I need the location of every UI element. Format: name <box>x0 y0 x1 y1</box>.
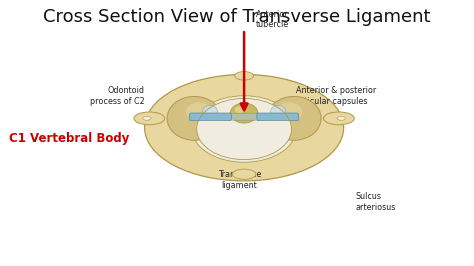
Ellipse shape <box>143 117 151 120</box>
Ellipse shape <box>271 105 286 118</box>
FancyBboxPatch shape <box>257 113 299 120</box>
Ellipse shape <box>337 117 346 120</box>
FancyBboxPatch shape <box>229 113 259 120</box>
Text: Sulcus
arteriosus: Sulcus arteriosus <box>356 192 396 212</box>
Ellipse shape <box>235 72 254 80</box>
Text: Anterior & posterior
articular capsules: Anterior & posterior articular capsules <box>296 86 376 106</box>
Ellipse shape <box>145 74 344 181</box>
Ellipse shape <box>202 105 218 118</box>
Text: Transverse
ligament: Transverse ligament <box>218 170 261 190</box>
Text: Cross Section View of Transverse Ligament: Cross Section View of Transverse Ligamen… <box>43 8 431 26</box>
Ellipse shape <box>232 169 256 179</box>
Ellipse shape <box>134 112 165 125</box>
Ellipse shape <box>230 103 258 123</box>
Ellipse shape <box>197 98 292 160</box>
Ellipse shape <box>167 96 221 140</box>
Ellipse shape <box>276 102 302 121</box>
Text: Odontoid
process of C2: Odontoid process of C2 <box>90 86 145 106</box>
Text: Anterior
tubercle: Anterior tubercle <box>256 10 289 29</box>
Ellipse shape <box>192 96 296 162</box>
Text: C1 Vertebral Body: C1 Vertebral Body <box>9 132 130 145</box>
FancyBboxPatch shape <box>190 113 231 120</box>
Ellipse shape <box>186 102 212 121</box>
Ellipse shape <box>323 112 355 125</box>
Ellipse shape <box>266 96 321 140</box>
Ellipse shape <box>235 106 244 113</box>
